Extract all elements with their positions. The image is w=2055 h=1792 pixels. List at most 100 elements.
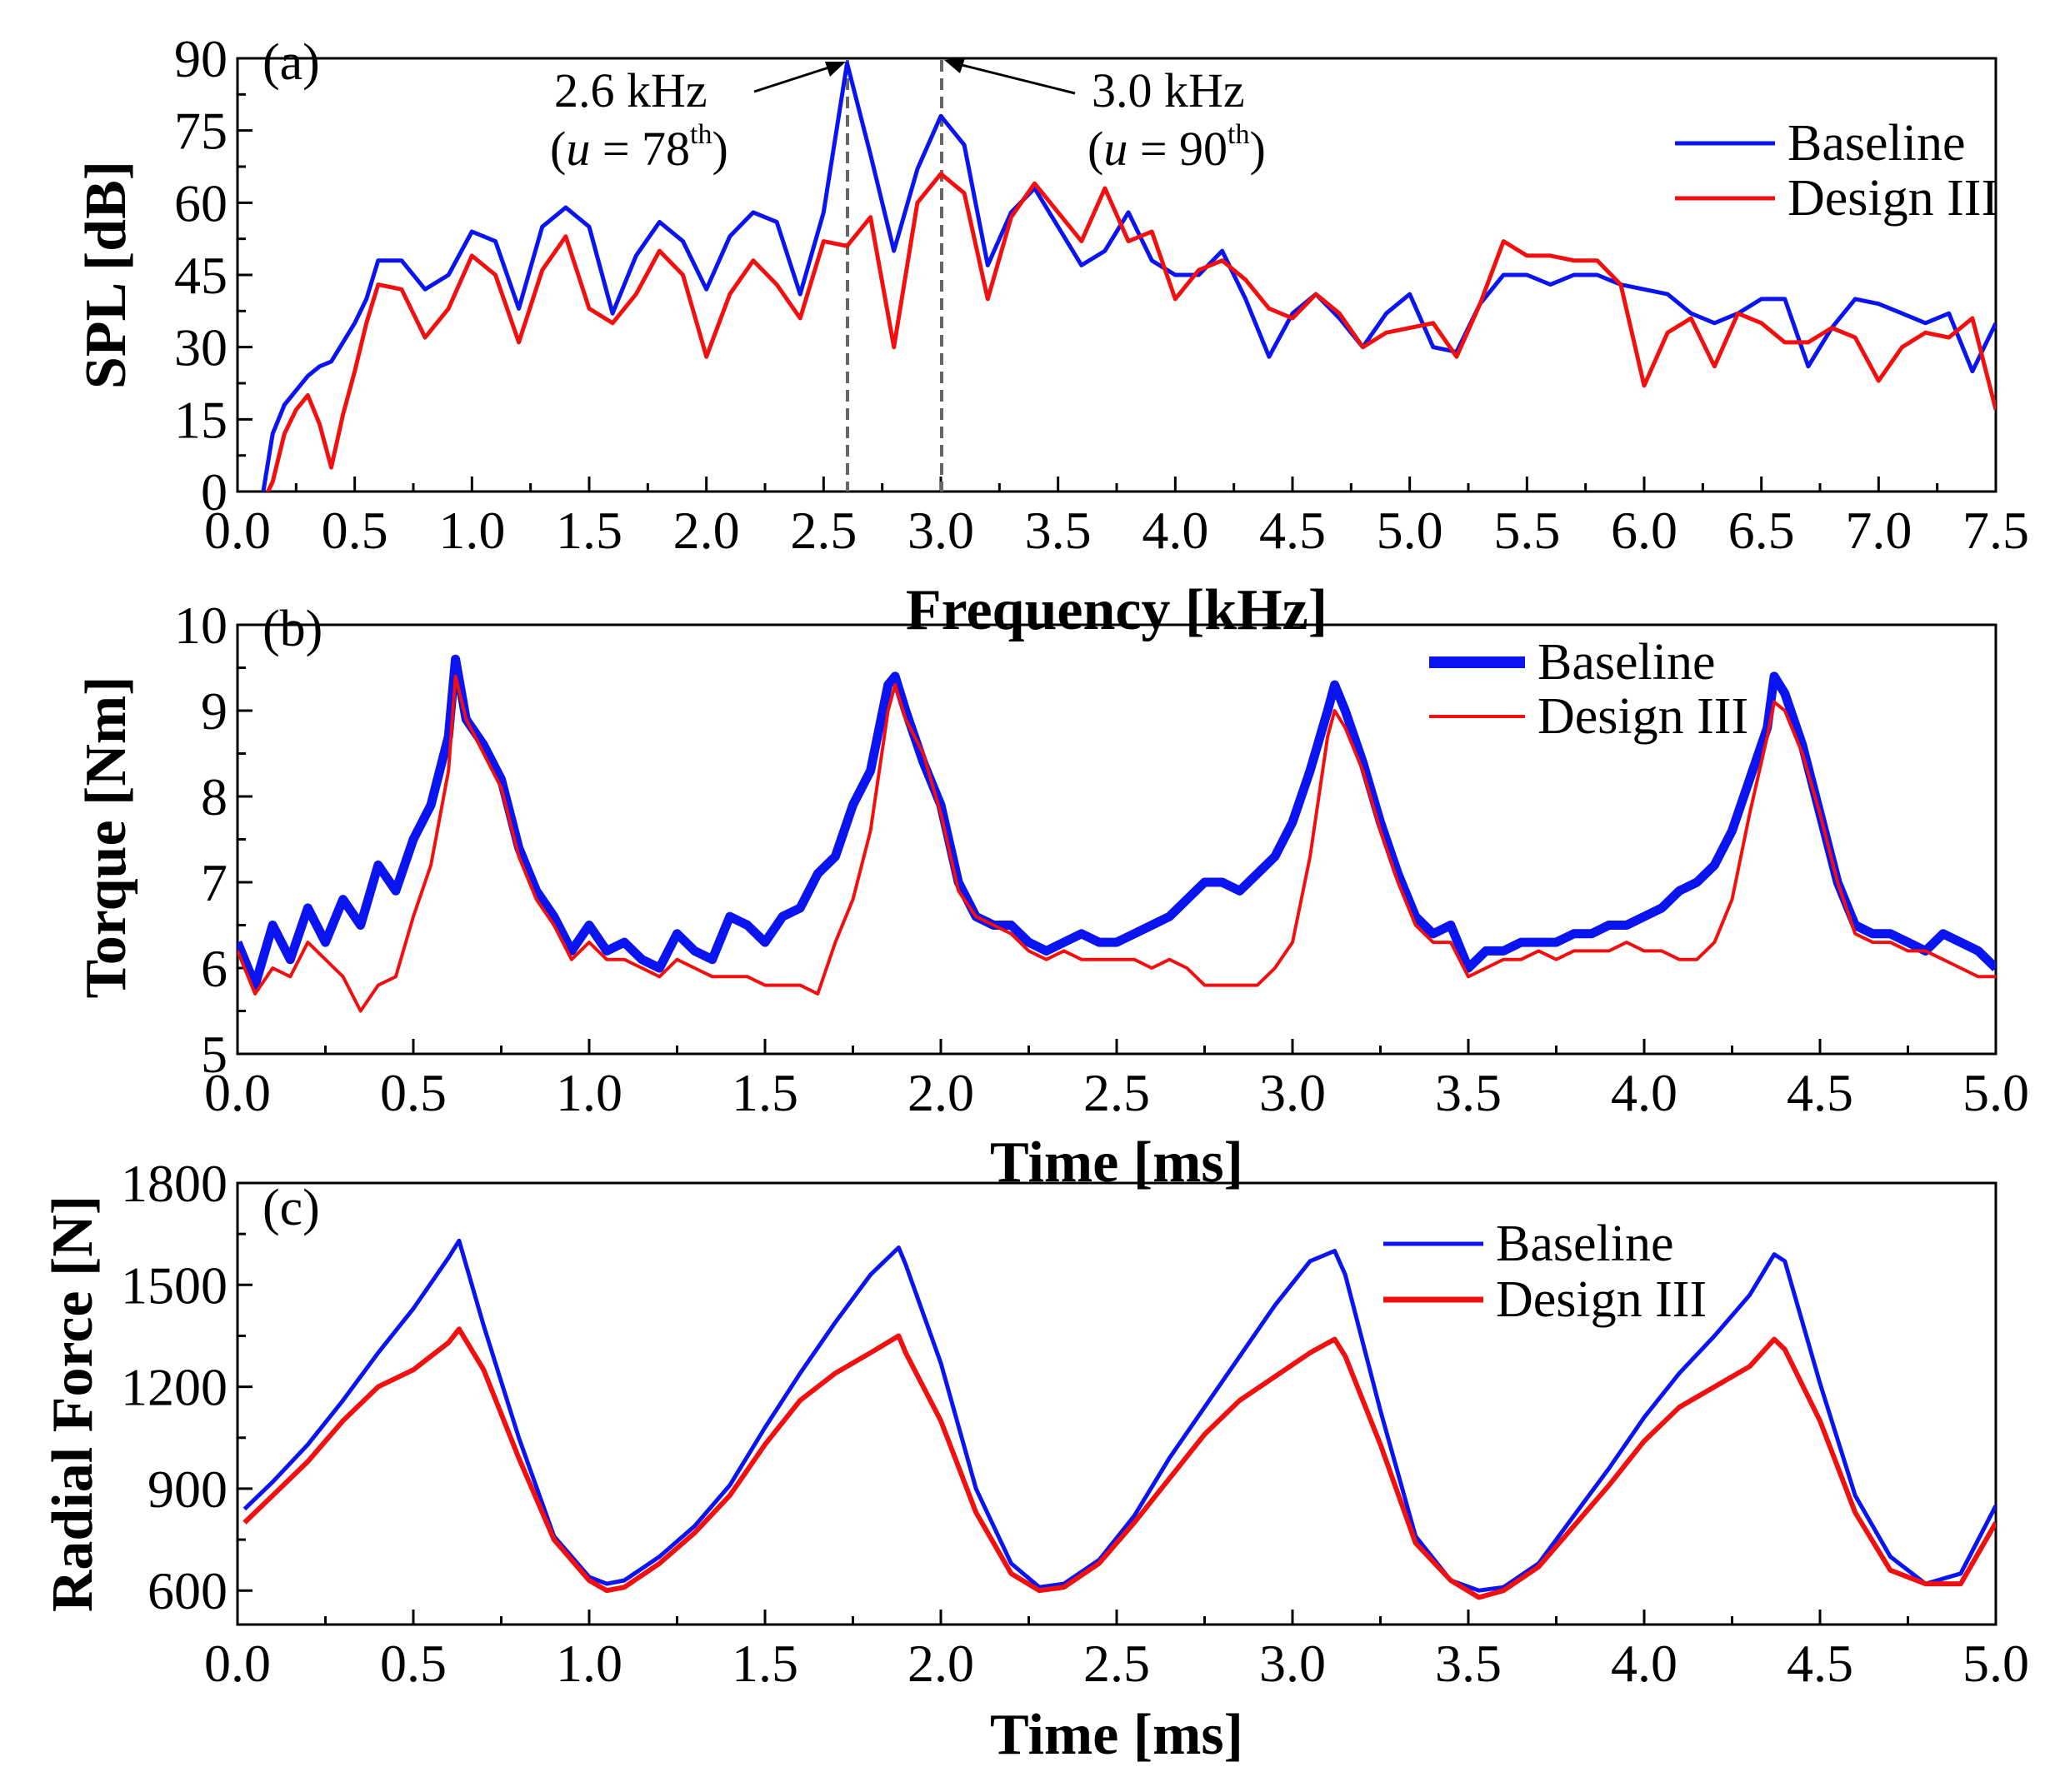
x-tick-label: 3.0: [908, 501, 974, 560]
x-tick-label: 2.0: [673, 501, 740, 560]
series-design-iii-line: [238, 674, 1996, 1013]
panel-a-legend-design: Design III: [1788, 170, 1998, 227]
annotation-2-6khz-harmonic: (u = 78th): [550, 119, 728, 176]
x-tick-label: 2.0: [908, 1634, 974, 1693]
x-tick-label: 0.5: [380, 1063, 447, 1122]
y-tick-label: 90: [174, 29, 228, 88]
x-tick-label: 2.5: [790, 501, 857, 560]
y-tick-label: 9: [201, 681, 228, 741]
annotation-2-6khz-label: 2.6 kHz: [554, 63, 708, 117]
y-tick-label: 10: [174, 596, 228, 655]
x-tick-label: 5.0: [1962, 1634, 2029, 1693]
panel-b-torque: 0.0 0.5 1.0 1.5 2.0 2.5 3.0 3.5 4.0 4.5 5.0 5 6 7 8 9 10…: [74, 596, 2029, 1195]
panel-b-ticks: 0.0 0.5 1.0 1.5 2.0 2.5 3.0 3.5 4.0 4.5 5.0 5 6 7 8 9 10: [174, 596, 2029, 1122]
panel-a-legend-baseline: Baseline: [1788, 115, 1966, 172]
panel-b-legend: Baseline Design III: [1429, 634, 1748, 745]
y-tick-label: 600: [148, 1561, 228, 1620]
panel-c-x-axis-label: Time [ms]: [990, 1703, 1243, 1767]
x-tick-label: 3.0: [1259, 1634, 1326, 1693]
panel-a-label: (a): [262, 34, 320, 91]
y-tick-label: 1200: [121, 1358, 228, 1417]
series-baseline-line: [238, 654, 1996, 991]
annotation-3-0khz: 3.0 kHz (u = 90th): [944, 58, 1266, 176]
x-tick-label: 3.5: [1435, 1634, 1502, 1693]
panel-b-legend-design: Design III: [1538, 688, 1748, 745]
annotation-2-6khz: 2.6 kHz (u = 78th): [550, 62, 846, 176]
panel-c-ticks: 0.0 0.5 1.0 1.5 2.0 2.5 3.0 3.5 4.0 4.5 5.0 600 900 1…: [121, 1154, 2029, 1693]
series-design-iii-line: [265, 172, 1996, 492]
x-tick-label: 4.5: [1787, 1634, 1853, 1693]
x-tick-label: 2.5: [1083, 1063, 1150, 1122]
x-tick-label: 6.0: [1611, 501, 1678, 560]
annotation-3-0khz-harmonic: (u = 90th): [1088, 119, 1266, 176]
panel-c-label: (c): [262, 1180, 320, 1236]
series-baseline-line: [261, 61, 1996, 492]
panel-c-legend-design: Design III: [1496, 1271, 1707, 1328]
panel-b-y-axis-label: Torque [Nm]: [74, 676, 138, 999]
x-tick-label: 1.5: [732, 1063, 798, 1122]
x-tick-label: 3.5: [1435, 1063, 1502, 1122]
y-tick-label: 1500: [121, 1255, 228, 1315]
y-tick-label: 60: [174, 173, 228, 232]
x-tick-label: 1.0: [556, 1634, 622, 1693]
x-tick-label: 2.0: [908, 1063, 974, 1122]
x-tick-label: 4.0: [1611, 1634, 1678, 1693]
series-design-iii-line: [242, 1326, 1996, 1600]
panel-a-x-axis-label: Frequency [kHz]: [906, 578, 1328, 642]
x-tick-label: 4.0: [1142, 501, 1208, 560]
panel-b-label: (b): [262, 601, 322, 657]
annotation-2-6khz-arrow: [753, 62, 842, 93]
x-tick-label: 6.5: [1728, 501, 1795, 560]
y-tick-label: 8: [201, 767, 228, 826]
panel-c-legend-baseline: Baseline: [1496, 1215, 1674, 1272]
x-tick-label: 0.0: [204, 501, 271, 560]
panel-a-y-axis-label: SPL [dB]: [74, 161, 138, 389]
x-tick-label: 0.0: [204, 1063, 271, 1122]
x-tick-label: 3.0: [1259, 1063, 1326, 1122]
y-tick-label: 45: [174, 246, 228, 305]
x-tick-label: 5.0: [1377, 501, 1443, 560]
panel-a-series: [261, 61, 1996, 492]
x-tick-label: 2.5: [1083, 1634, 1150, 1693]
x-tick-label: 5.0: [1962, 1063, 2029, 1122]
panel-c-y-axis-label: Radial Force [N]: [41, 1195, 105, 1612]
y-tick-label: 1800: [121, 1154, 228, 1213]
y-tick-label: 75: [174, 102, 228, 161]
panel-c-legend: Baseline Design III: [1383, 1215, 1707, 1328]
panel-b-legend-baseline: Baseline: [1538, 634, 1716, 691]
x-tick-label: 1.5: [732, 1634, 798, 1693]
x-tick-label: 1.5: [556, 501, 622, 560]
panel-b-x-axis-label: Time [ms]: [990, 1131, 1243, 1195]
panel-a-legend: Baseline Design III: [1675, 115, 1998, 227]
x-tick-label: 7.5: [1962, 501, 2029, 560]
y-tick-label: 7: [201, 853, 228, 912]
annotation-3-0khz-label: 3.0 kHz: [1092, 63, 1245, 117]
y-tick-label: 15: [174, 390, 228, 449]
x-tick-label: 0.0: [204, 1634, 271, 1693]
panel-c-plot-frame: [236, 1181, 1998, 1626]
x-tick-label: 0.5: [322, 501, 388, 560]
panel-c-series: [242, 1238, 1996, 1600]
panel-c-radial-force: 0.0 0.5 1.0 1.5 2.0 2.5 3.0 3.5 4.0 4.5 5.0 600 900 1…: [41, 1154, 2029, 1767]
panel-a-ticks: 0.0 0.5 1.0 1.5 2.0 2.5 3.0 3.5 4.0 4.5 5.0 5.5 6.0 6…: [174, 29, 2029, 560]
y-tick-label: 0: [201, 462, 228, 522]
panel-a-spl-spectrum: 0.0 0.5 1.0 1.5 2.0 2.5 3.0 3.5 4.0 4.5 5.0 5.5 6.0 6…: [74, 29, 2029, 642]
panel-b-series: [238, 654, 1996, 1013]
x-tick-label: 3.5: [1025, 501, 1092, 560]
x-tick-label: 4.5: [1787, 1063, 1853, 1122]
x-tick-label: 7.0: [1845, 501, 1912, 560]
y-tick-label: 900: [148, 1460, 228, 1519]
x-tick-label: 1.0: [438, 501, 505, 560]
annotation-3-0khz-arrow: [948, 60, 1076, 95]
x-tick-label: 4.0: [1611, 1063, 1678, 1122]
y-tick-label: 30: [174, 318, 228, 377]
x-tick-label: 0.5: [380, 1634, 447, 1693]
y-tick-label: 6: [201, 939, 228, 998]
x-tick-label: 1.0: [556, 1063, 622, 1122]
y-tick-label: 5: [201, 1025, 228, 1084]
x-tick-label: 4.5: [1259, 501, 1326, 560]
x-tick-label: 5.5: [1493, 501, 1560, 560]
annotation-2-6khz-arrowhead: [825, 62, 846, 77]
annotation-3-0khz-arrowhead: [944, 58, 965, 73]
